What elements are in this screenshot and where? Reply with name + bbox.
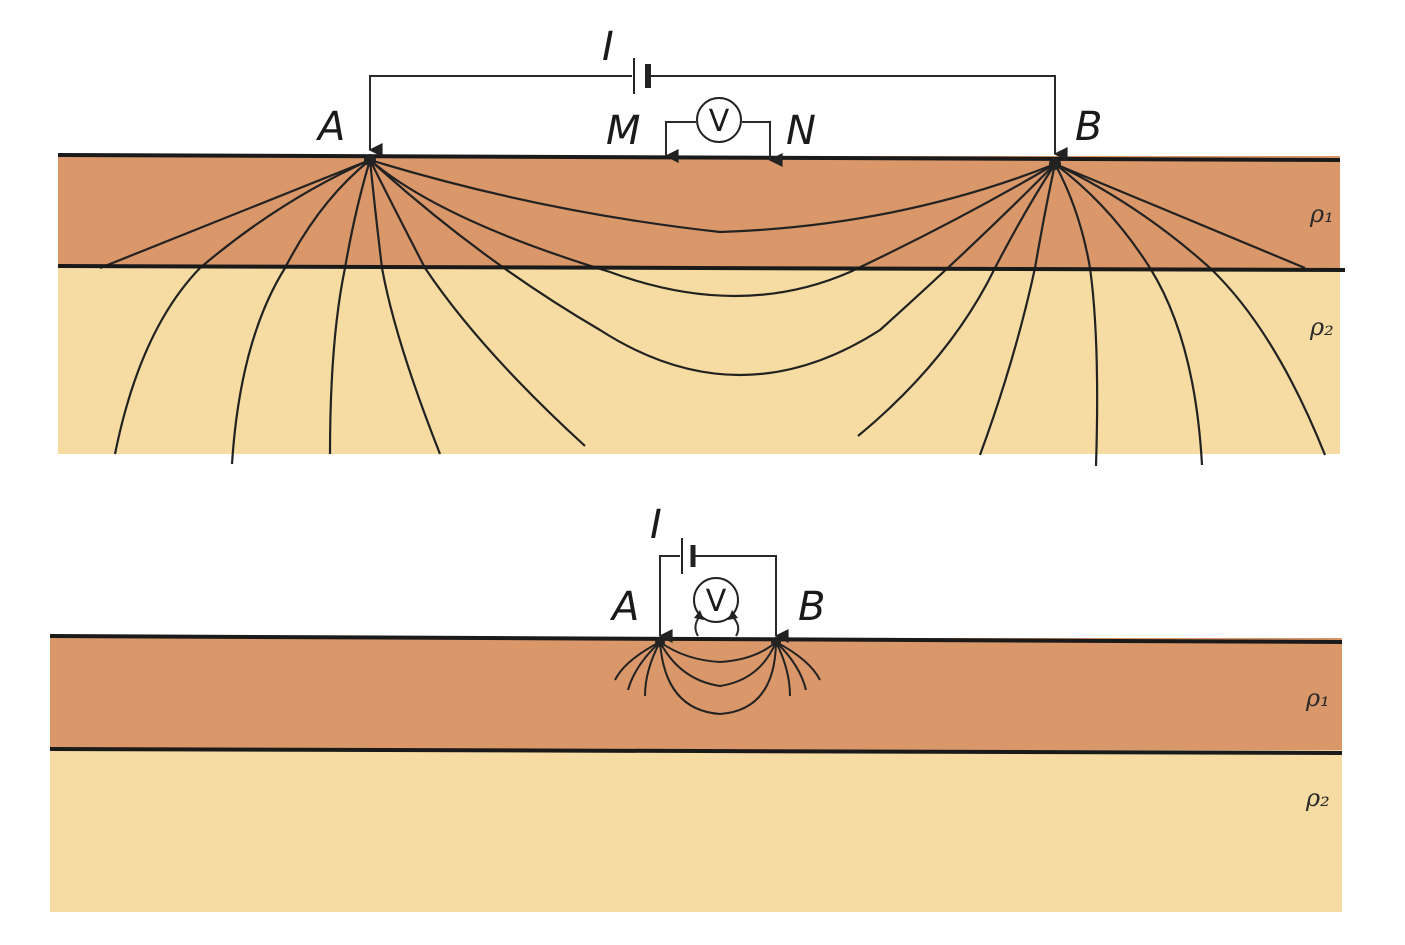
bottom-electrode-a-contact [655, 637, 665, 647]
bottom-electrode-a-label: A [609, 584, 639, 630]
top-surface-line [57, 153, 1341, 162]
bottom-voltmeter-symbol: V [706, 584, 727, 619]
bottom-layer1-label: ρ₁ [1305, 684, 1330, 712]
top-potential-circuit: V [664, 97, 783, 167]
bottom-surface-line [49, 634, 1343, 644]
bottom-electrode-b-contact [771, 637, 781, 647]
bottom-electrode-b-label: B [798, 584, 825, 630]
bottom-voltmeter-icon: V [693, 577, 740, 637]
bottom-diagram: I V A B ρ₁ ρ₂ [49, 502, 1343, 912]
top-layer1-fill [58, 156, 1340, 268]
top-electrode-b-label: B [1075, 104, 1102, 150]
top-layer-boundary [57, 264, 1346, 272]
bottom-current-circuit: I [650, 502, 789, 643]
top-electrode-m-label: M [606, 108, 641, 154]
top-voltmeter-symbol: V [709, 104, 730, 139]
bottom-battery-icon [681, 538, 696, 574]
top-current-label: I [602, 24, 614, 70]
electrode-a-contact [364, 154, 376, 166]
top-electrode-a-label: A [315, 104, 345, 150]
top-current-field-lines [99, 158, 1327, 467]
bottom-current-label: I [650, 502, 662, 548]
top-layer2-fill [58, 268, 1340, 454]
bottom-layer1-fill [50, 638, 1342, 750]
top-electrode-n-label: N [786, 108, 816, 154]
voltmeter-icon: V [696, 97, 742, 143]
top-layer1-label: ρ₁ [1309, 200, 1334, 228]
top-current-circuit: I [368, 24, 1068, 161]
electrode-b-contact [1049, 158, 1061, 170]
battery-icon [633, 58, 651, 94]
bottom-current-field-lines [614, 641, 821, 716]
bottom-layer2-fill [50, 750, 1342, 912]
top-diagram: I V A M N B ρ₁ ρ₂ [57, 24, 1346, 467]
bottom-layer-boundary [49, 747, 1343, 755]
top-layer2-label: ρ₂ [1309, 313, 1334, 341]
bottom-layer2-label: ρ₂ [1305, 784, 1330, 812]
